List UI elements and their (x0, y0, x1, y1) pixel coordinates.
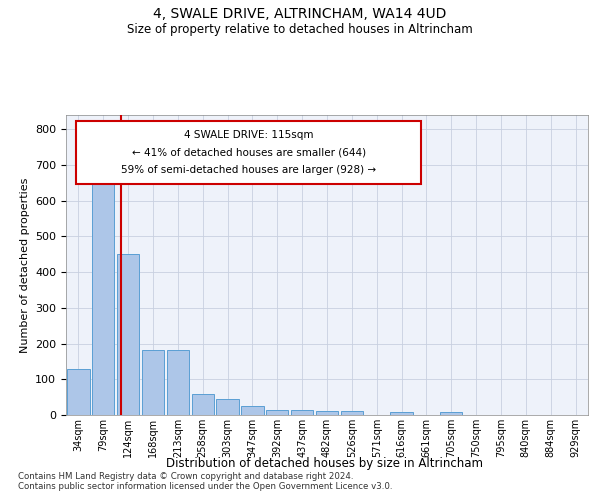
Bar (67, 370, 89, 415)
Bar (241, 406, 263, 415)
Bar (217, 400, 239, 415)
Text: Contains HM Land Registry data © Crown copyright and database right 2024.: Contains HM Land Registry data © Crown c… (18, 472, 353, 481)
Bar (92, 180, 115, 415)
Text: Contains public sector information licensed under the Open Government Licence v3: Contains public sector information licen… (18, 482, 392, 491)
Bar (316, 410, 338, 415)
Text: 4, SWALE DRIVE, ALTRINCHAM, WA14 4UD: 4, SWALE DRIVE, ALTRINCHAM, WA14 4UD (154, 8, 446, 22)
Y-axis label: Number of detached properties: Number of detached properties (20, 178, 29, 352)
FancyBboxPatch shape (76, 121, 421, 184)
Bar (142, 350, 164, 415)
Text: 59% of semi-detached houses are larger (928) →: 59% of semi-detached houses are larger (… (121, 165, 376, 175)
Bar (391, 412, 413, 415)
Text: 4 SWALE DRIVE: 115sqm: 4 SWALE DRIVE: 115sqm (184, 130, 313, 140)
Text: Size of property relative to detached houses in Altrincham: Size of property relative to detached ho… (127, 22, 473, 36)
Text: Distribution of detached houses by size in Altrincham: Distribution of detached houses by size … (166, 458, 482, 470)
Bar (440, 412, 463, 415)
Text: ← 41% of detached houses are smaller (644): ← 41% of detached houses are smaller (64… (131, 148, 366, 158)
Bar (167, 350, 189, 415)
Bar (266, 410, 289, 415)
Bar (191, 394, 214, 415)
Bar (341, 412, 363, 415)
Bar (117, 254, 139, 415)
Bar (291, 410, 313, 415)
